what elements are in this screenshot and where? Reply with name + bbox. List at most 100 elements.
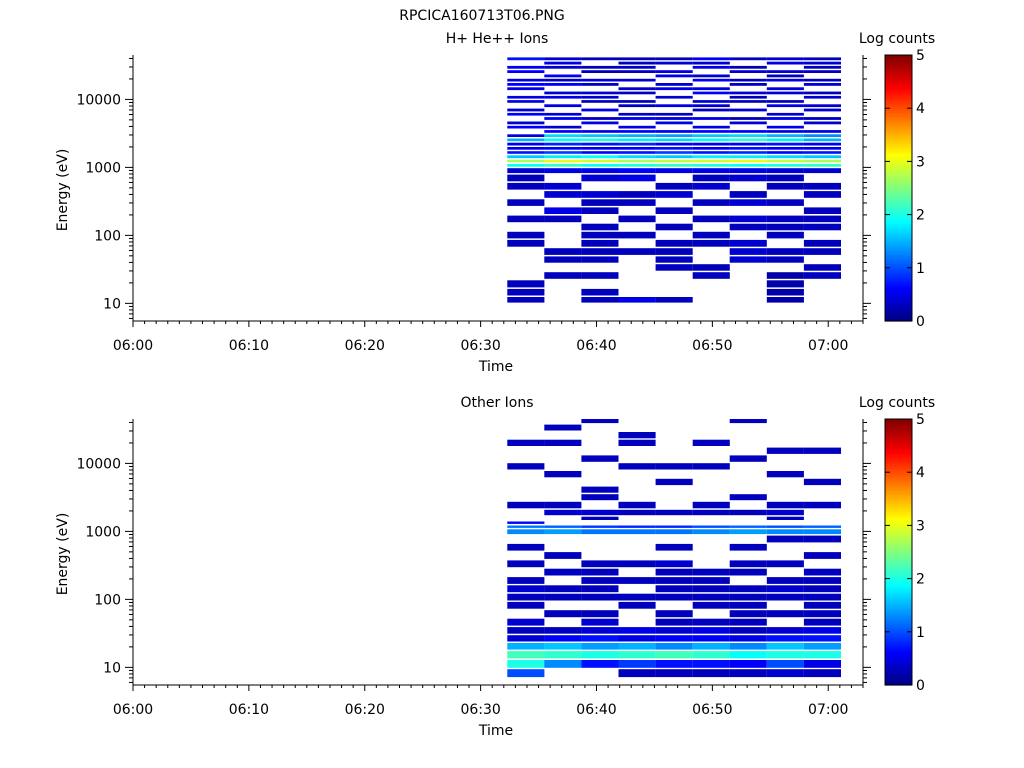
heatmap-cell bbox=[581, 100, 619, 103]
heatmap-cell bbox=[507, 463, 545, 470]
colorbar-swatch bbox=[885, 514, 912, 518]
heatmap-cell bbox=[507, 239, 545, 247]
colorbar-swatch bbox=[885, 478, 912, 482]
colorbar-swatch bbox=[885, 219, 912, 222]
heatmap-cell bbox=[692, 117, 730, 120]
x-axis-label: Time bbox=[478, 359, 513, 375]
colorbar-swatch bbox=[885, 301, 912, 304]
colorbar-swatch bbox=[885, 662, 912, 666]
colorbar-swatch bbox=[885, 469, 912, 473]
heatmap-cell bbox=[618, 61, 656, 65]
heatmap-cell bbox=[766, 199, 804, 206]
colorbar-swatch bbox=[885, 289, 912, 293]
colorbar-swatch bbox=[885, 150, 912, 154]
colorbar-swatch bbox=[885, 303, 912, 307]
heatmap-cell bbox=[729, 78, 767, 82]
heatmap-cell bbox=[655, 643, 693, 650]
heatmap-cell bbox=[655, 627, 693, 634]
heatmap-cell bbox=[692, 529, 730, 535]
colorbar-swatch bbox=[885, 305, 912, 309]
heatmap-cell bbox=[655, 610, 693, 618]
heatmap-cell bbox=[766, 147, 804, 150]
colorbar-swatch bbox=[885, 212, 912, 216]
heatmap-cell bbox=[655, 74, 693, 78]
heatmap-cell bbox=[544, 138, 582, 142]
colorbar-swatch bbox=[885, 61, 912, 65]
colorbar-swatch bbox=[885, 188, 912, 191]
heatmap-cell bbox=[692, 61, 730, 65]
colorbar-swatch bbox=[885, 536, 912, 540]
heatmap-cell bbox=[766, 112, 804, 116]
colorbar-frame bbox=[884, 418, 913, 686]
heatmap-cell bbox=[544, 610, 582, 618]
heatmap-cell bbox=[692, 91, 730, 95]
colorbar-swatch bbox=[885, 563, 912, 566]
heatmap-cell bbox=[655, 117, 693, 120]
colorbar-swatch bbox=[885, 629, 912, 633]
heatmap-cell bbox=[655, 121, 693, 125]
heatmap-cell bbox=[655, 134, 693, 137]
heatmap-cell bbox=[655, 478, 693, 486]
heatmap-cell bbox=[655, 223, 693, 231]
axes: 06:00 06:10 06:20 06:30 06:40 06:50 07:00 10 100… bbox=[76, 419, 871, 718]
colorbar-swatch bbox=[885, 163, 912, 167]
colorbar-tick-label: 3 bbox=[916, 154, 925, 170]
colorbar-swatch bbox=[885, 516, 912, 520]
heatmap-cell bbox=[766, 288, 804, 296]
colorbar-swatch bbox=[885, 316, 912, 320]
colorbar-swatch bbox=[885, 436, 912, 440]
heatmap-cell bbox=[729, 121, 767, 125]
heatmap-cell bbox=[766, 155, 804, 159]
heatmap-cell bbox=[581, 509, 619, 516]
colorbar-tick-label: 1 bbox=[916, 261, 925, 277]
colorbar-swatch bbox=[885, 79, 912, 83]
colorbar-swatch bbox=[885, 492, 912, 495]
colorbar-swatch bbox=[885, 419, 912, 422]
colorbar-swatch bbox=[885, 458, 912, 462]
heatmap-cell bbox=[692, 138, 730, 142]
colorbar-swatch bbox=[885, 274, 912, 278]
heatmap-cell bbox=[803, 78, 841, 82]
heatmap-cell bbox=[692, 618, 730, 626]
colorbar-swatch bbox=[885, 119, 912, 123]
heatmap-cell bbox=[803, 121, 841, 125]
colorbar-swatch bbox=[885, 139, 912, 143]
colorbar-swatch bbox=[885, 534, 912, 538]
colorbar-swatch bbox=[885, 640, 912, 644]
heatmap-cell bbox=[692, 627, 730, 634]
colorbar-swatch bbox=[885, 430, 912, 433]
colorbar-swatch bbox=[885, 225, 912, 229]
colorbar-swatch bbox=[885, 108, 912, 112]
heatmap-cell bbox=[803, 65, 841, 69]
x-tick-label: 06:10 bbox=[229, 702, 269, 718]
heatmap-cell bbox=[544, 635, 582, 642]
colorbar-swatch bbox=[885, 434, 912, 438]
heatmap-cell bbox=[729, 601, 767, 609]
heatmap-cell bbox=[729, 593, 767, 601]
heatmap-cell bbox=[618, 125, 656, 129]
colorbar-swatch bbox=[885, 645, 912, 648]
colorbar-swatch bbox=[885, 616, 912, 620]
heatmap-cell bbox=[729, 568, 767, 576]
heatmap-cell bbox=[766, 142, 804, 146]
heatmap-cell bbox=[766, 516, 804, 520]
heatmap-cell bbox=[581, 256, 619, 263]
heatmap-cell bbox=[618, 601, 656, 609]
heatmap-cell bbox=[766, 215, 804, 223]
heatmap-cell bbox=[766, 280, 804, 288]
heatmap-cell bbox=[692, 463, 730, 470]
heatmap-cell bbox=[507, 231, 545, 239]
y-axis-label: Energy (eV) bbox=[55, 513, 71, 596]
heatmap-cell bbox=[692, 78, 730, 82]
heatmap-cell bbox=[655, 57, 693, 61]
colorbar-swatch bbox=[885, 74, 912, 78]
heatmap-cell bbox=[655, 207, 693, 214]
heatmap-cell bbox=[581, 70, 619, 73]
colorbar-swatch bbox=[885, 296, 912, 300]
heatmap-cell bbox=[655, 130, 693, 133]
colorbar-swatch bbox=[885, 489, 912, 493]
heatmap-cell bbox=[655, 577, 693, 584]
heatmap-cell bbox=[692, 577, 730, 584]
heatmap-cell bbox=[766, 525, 804, 528]
heatmap-cell bbox=[803, 138, 841, 142]
